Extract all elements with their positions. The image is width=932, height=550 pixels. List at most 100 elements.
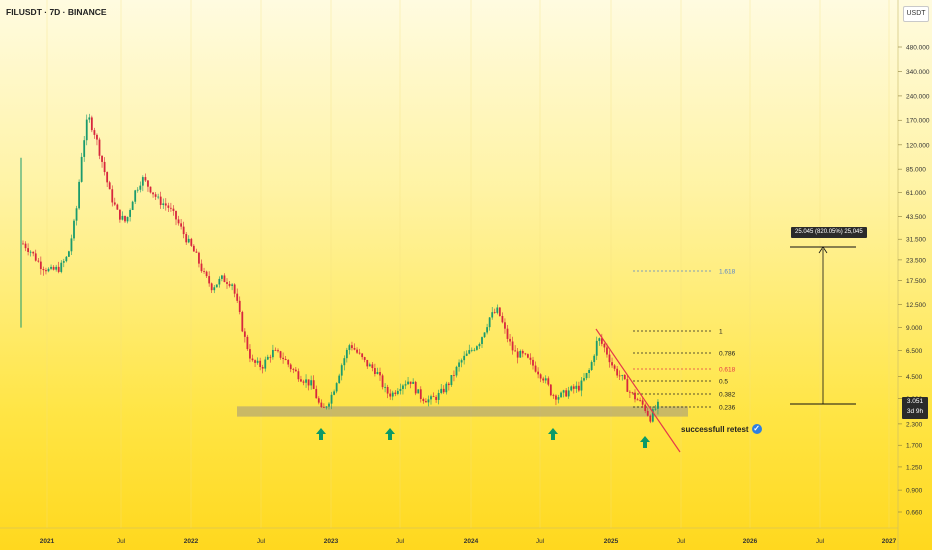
candle-body[interactable] xyxy=(351,345,353,349)
candle-body[interactable] xyxy=(182,226,185,235)
candle-body[interactable] xyxy=(210,283,213,291)
candle-body[interactable] xyxy=(269,356,272,358)
candle-body[interactable] xyxy=(371,364,374,369)
candle-body[interactable] xyxy=(521,350,524,354)
candle-body[interactable] xyxy=(606,347,608,355)
candle-body[interactable] xyxy=(119,209,121,220)
candle-body[interactable] xyxy=(532,359,534,366)
candle-body[interactable] xyxy=(549,384,552,396)
candle-body[interactable] xyxy=(205,271,208,277)
candle-body[interactable] xyxy=(374,368,376,374)
candle-body[interactable] xyxy=(547,378,550,385)
candle-body[interactable] xyxy=(164,203,167,206)
candle-body[interactable] xyxy=(396,390,399,394)
candle-body[interactable] xyxy=(65,256,68,262)
candle-body[interactable] xyxy=(88,117,91,120)
candle-body[interactable] xyxy=(509,338,511,342)
candle-body[interactable] xyxy=(476,346,478,350)
candle-body[interactable] xyxy=(481,337,483,344)
candle-body[interactable] xyxy=(506,328,509,339)
candle-body[interactable] xyxy=(389,393,392,397)
candle-body[interactable] xyxy=(52,266,55,270)
candle-body[interactable] xyxy=(514,350,517,352)
candle-body[interactable] xyxy=(425,401,427,403)
candle-body[interactable] xyxy=(333,391,335,395)
candle-body[interactable] xyxy=(391,392,394,397)
candle-body[interactable] xyxy=(641,400,644,405)
candle-body[interactable] xyxy=(440,388,443,393)
candle-body[interactable] xyxy=(402,385,404,389)
candle-body[interactable] xyxy=(432,396,435,398)
candle-body[interactable] xyxy=(519,350,522,358)
candle-body[interactable] xyxy=(103,161,106,173)
candle-body[interactable] xyxy=(557,397,560,400)
candle-body[interactable] xyxy=(603,343,606,348)
candle-body[interactable] xyxy=(238,300,241,312)
candle-body[interactable] xyxy=(124,215,126,222)
candle-body[interactable] xyxy=(192,245,195,252)
candle-body[interactable] xyxy=(651,409,654,422)
candle-body[interactable] xyxy=(213,287,216,291)
candle-body[interactable] xyxy=(636,399,639,401)
candle-body[interactable] xyxy=(588,370,590,374)
candle-body[interactable] xyxy=(246,336,249,350)
candle-body[interactable] xyxy=(200,263,203,272)
candle-body[interactable] xyxy=(417,389,420,394)
candle-body[interactable] xyxy=(57,266,60,272)
candle-body[interactable] xyxy=(544,378,547,381)
candle-body[interactable] xyxy=(147,180,149,187)
candle-body[interactable] xyxy=(256,360,259,363)
candle-body[interactable] xyxy=(226,282,228,284)
candle-body[interactable] xyxy=(254,360,256,363)
candle-body[interactable] xyxy=(266,356,269,360)
candle-body[interactable] xyxy=(498,307,501,316)
candle-body[interactable] xyxy=(460,360,463,363)
candle-body[interactable] xyxy=(629,391,631,393)
candle-body[interactable] xyxy=(139,185,142,190)
candle-body[interactable] xyxy=(516,351,519,358)
candle-body[interactable] xyxy=(243,331,246,337)
candle-body[interactable] xyxy=(583,378,585,381)
candle-body[interactable] xyxy=(345,349,348,359)
candle-body[interactable] xyxy=(565,390,568,397)
candle-body[interactable] xyxy=(320,402,323,408)
candle-body[interactable] xyxy=(149,186,152,193)
candle-body[interactable] xyxy=(468,350,471,354)
candle-body[interactable] xyxy=(264,359,267,369)
candle-body[interactable] xyxy=(116,204,119,210)
candle-body[interactable] xyxy=(172,208,175,211)
candle-body[interactable] xyxy=(366,359,369,367)
candle-body[interactable] xyxy=(430,396,432,400)
candle-body[interactable] xyxy=(231,284,233,286)
candle-body[interactable] xyxy=(42,269,45,271)
candle-body[interactable] xyxy=(368,364,371,367)
candle-body[interactable] xyxy=(159,196,162,205)
candle-body[interactable] xyxy=(570,386,573,391)
candle-body[interactable] xyxy=(361,353,364,358)
candle-body[interactable] xyxy=(185,234,188,243)
candle-body[interactable] xyxy=(453,375,455,376)
candle-body[interactable] xyxy=(608,354,611,363)
candle-body[interactable] xyxy=(593,355,596,363)
candle-body[interactable] xyxy=(154,194,157,197)
candle-body[interactable] xyxy=(649,415,652,422)
candle-body[interactable] xyxy=(47,268,50,272)
candle-body[interactable] xyxy=(315,388,318,399)
candle-body[interactable] xyxy=(511,341,514,351)
candle-body[interactable] xyxy=(78,181,80,209)
candle-body[interactable] xyxy=(363,357,366,360)
candle-body[interactable] xyxy=(195,251,198,253)
candle-body[interactable] xyxy=(631,392,634,394)
candle-body[interactable] xyxy=(134,190,137,202)
candle-body[interactable] xyxy=(328,403,330,407)
candle-body[interactable] xyxy=(348,345,351,350)
candle-body[interactable] xyxy=(39,261,42,270)
candle-body[interactable] xyxy=(249,349,251,359)
candle-body[interactable] xyxy=(483,332,486,338)
candle-body[interactable] xyxy=(376,372,379,374)
candle-body[interactable] xyxy=(325,406,328,408)
candle-body[interactable] xyxy=(251,358,254,361)
candle-body[interactable] xyxy=(73,220,75,239)
candle-body[interactable] xyxy=(338,375,341,384)
candle-body[interactable] xyxy=(218,278,221,285)
